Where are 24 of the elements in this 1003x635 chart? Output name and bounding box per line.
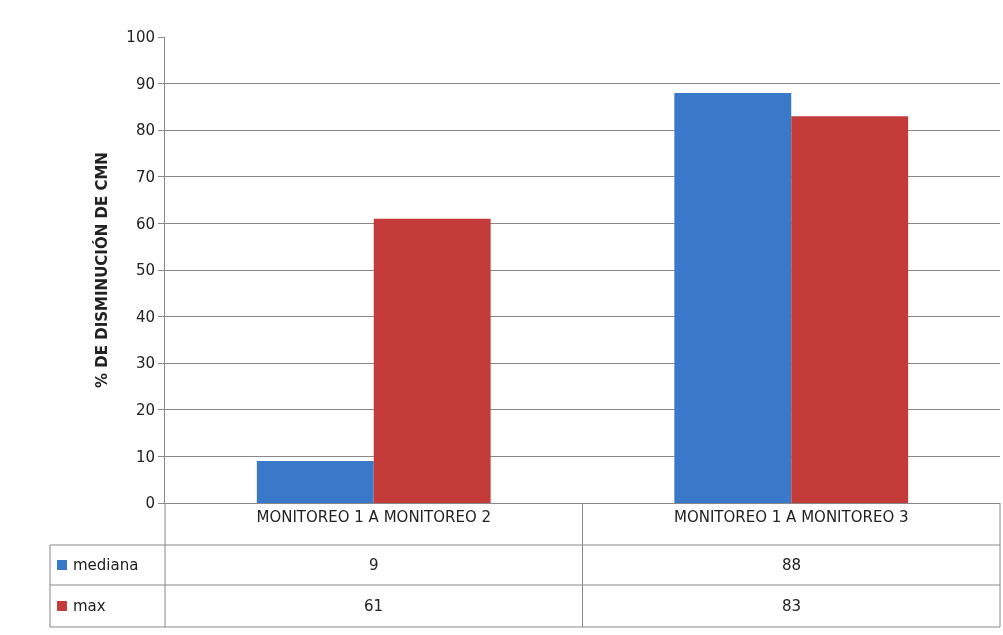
y-tick-label: 90 [135, 74, 155, 93]
bar [674, 92, 792, 503]
y-tick-label: 10 [135, 447, 155, 466]
bar [373, 218, 491, 503]
x-tick-label: MONITOREO 1 A MONITOREO 3 [673, 508, 909, 526]
bar [256, 461, 374, 503]
y-tick-label: 0 [145, 494, 155, 513]
data-label: 88 [782, 556, 802, 574]
legend-label: mediana [73, 556, 139, 574]
y-tick-label: 50 [135, 261, 155, 280]
legend-label: max [73, 597, 106, 615]
data-label: 83 [782, 597, 802, 615]
data-label: 61 [364, 597, 384, 615]
bar [791, 116, 909, 503]
data-label: 9 [369, 556, 379, 574]
y-tick-label: 100 [126, 28, 155, 47]
y-tick-label: 80 [135, 121, 155, 140]
y-axis-title: % DE DISMINUCIÓN DE CMN [91, 152, 111, 388]
y-tick-label: 30 [135, 354, 155, 373]
x-tick-label: MONITOREO 1 A MONITOREO 2 [256, 508, 492, 526]
y-tick-label: 40 [135, 307, 155, 326]
y-tick-label: 20 [135, 401, 155, 420]
y-tick-label: 60 [135, 214, 155, 233]
y-tick-label: 70 [135, 168, 155, 187]
